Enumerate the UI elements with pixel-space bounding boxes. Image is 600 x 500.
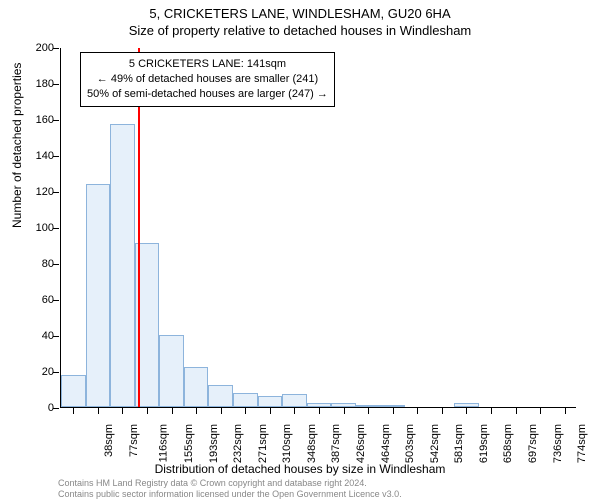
x-tick-label: 542sqm	[429, 424, 441, 463]
chart-subtitle: Size of property relative to detached ho…	[0, 21, 600, 38]
credit-line-1: Contains HM Land Registry data © Crown c…	[58, 478, 402, 489]
x-tick-label: 38sqm	[103, 424, 115, 457]
x-tick-label: 697sqm	[527, 424, 539, 463]
x-tick	[245, 408, 246, 414]
y-tick-label: 120	[24, 186, 54, 198]
histogram-bar	[282, 394, 307, 407]
x-tick	[221, 408, 222, 414]
x-axis-title: Distribution of detached houses by size …	[0, 462, 600, 476]
x-tick-label: 581sqm	[453, 424, 465, 463]
y-tick-label: 60	[24, 294, 54, 306]
histogram-bar	[331, 403, 356, 407]
histogram-bar	[208, 385, 233, 407]
histogram-bar	[61, 375, 86, 407]
histogram-bar	[454, 403, 479, 407]
x-tick	[294, 408, 295, 414]
x-tick	[442, 408, 443, 414]
chart-title: 5, CRICKETERS LANE, WINDLESHAM, GU20 6HA	[0, 0, 600, 21]
x-tick-label: 503sqm	[404, 424, 416, 463]
y-axis-title: Number of detached properties	[10, 63, 24, 228]
x-tick	[417, 408, 418, 414]
x-tick	[98, 408, 99, 414]
x-tick	[540, 408, 541, 414]
histogram-bar	[307, 403, 332, 407]
chart-container: 5, CRICKETERS LANE, WINDLESHAM, GU20 6HA…	[0, 0, 600, 500]
x-tick	[172, 408, 173, 414]
x-tick-label: 348sqm	[306, 424, 318, 463]
x-tick	[565, 408, 566, 414]
annotation-box: 5 CRICKETERS LANE: 141sqm ← 49% of detac…	[80, 52, 335, 107]
x-tick-label: 77sqm	[128, 424, 140, 457]
credit-line-2: Contains public sector information licen…	[58, 489, 402, 500]
histogram-bar	[86, 184, 111, 407]
x-tick-label: 736sqm	[552, 424, 564, 463]
y-tick-label: 80	[24, 258, 54, 270]
histogram-bar	[184, 367, 209, 407]
annotation-line-1: 5 CRICKETERS LANE: 141sqm	[87, 57, 328, 72]
x-tick-label: 155sqm	[183, 424, 195, 463]
y-tick-label: 140	[24, 150, 54, 162]
x-tick	[393, 408, 394, 414]
annotation-line-2: ← 49% of detached houses are smaller (24…	[87, 72, 328, 87]
histogram-bar	[356, 405, 381, 407]
x-tick-label: 271sqm	[257, 424, 269, 463]
x-tick-label: 658sqm	[503, 424, 515, 463]
x-tick-label: 464sqm	[380, 424, 392, 463]
x-tick-label: 116sqm	[158, 424, 170, 462]
x-tick	[516, 408, 517, 414]
x-tick	[368, 408, 369, 414]
x-tick	[196, 408, 197, 414]
x-tick-label: 426sqm	[355, 424, 367, 463]
histogram-bar	[380, 405, 405, 407]
x-tick	[466, 408, 467, 414]
x-tick-label: 232sqm	[232, 424, 244, 463]
y-tick-label: 40	[24, 330, 54, 342]
y-tick-label: 180	[24, 78, 54, 90]
histogram-bar	[233, 393, 258, 407]
x-tick-label: 310sqm	[281, 424, 293, 463]
y-tick-label: 100	[24, 222, 54, 234]
y-tick-label: 0	[24, 402, 54, 414]
y-tick-label: 20	[24, 366, 54, 378]
x-tick-label: 619sqm	[478, 424, 490, 463]
chart-area: 5 CRICKETERS LANE: 141sqm ← 49% of detac…	[60, 48, 576, 408]
x-tick	[344, 408, 345, 414]
x-tick	[319, 408, 320, 414]
y-tick-label: 200	[24, 42, 54, 54]
x-tick	[270, 408, 271, 414]
histogram-bar	[258, 396, 283, 407]
histogram-bar	[110, 124, 135, 407]
x-tick	[122, 408, 123, 414]
x-tick	[491, 408, 492, 414]
x-tick	[73, 408, 74, 414]
x-tick	[147, 408, 148, 414]
annotation-line-3: 50% of semi-detached houses are larger (…	[87, 87, 328, 102]
x-tick-label: 387sqm	[331, 424, 343, 463]
x-tick-label: 774sqm	[576, 424, 588, 463]
histogram-bar	[159, 335, 184, 407]
y-tick-label: 160	[24, 114, 54, 126]
x-tick-label: 193sqm	[208, 424, 220, 463]
credits: Contains HM Land Registry data © Crown c…	[58, 478, 402, 500]
